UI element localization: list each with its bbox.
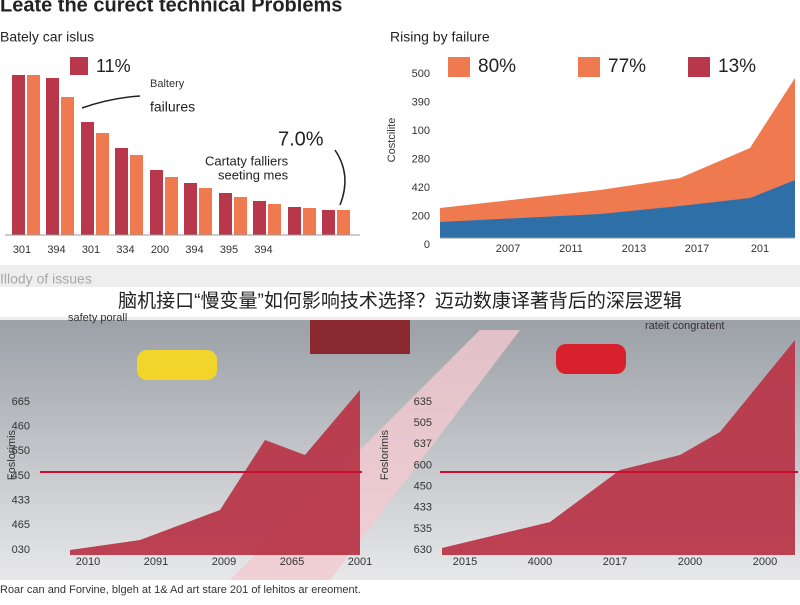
- x-label: 394: [47, 244, 65, 256]
- x-label: 301: [13, 244, 31, 256]
- y-label: 460: [12, 421, 30, 433]
- y-label: 280: [412, 153, 430, 165]
- footer-band: [0, 580, 800, 600]
- y-label: 535: [414, 523, 432, 535]
- y-label: 505: [414, 417, 432, 429]
- panel-title: Rising by failure: [390, 29, 490, 45]
- x-label: 2015: [453, 556, 477, 568]
- x-label: 2010: [76, 556, 100, 568]
- legend-label: 13%: [718, 56, 756, 77]
- arrow: [334, 149, 346, 206]
- banner-text: 脑机接口“慢变量”如何影响技术选择？迈动数康译著背后的深层逻辑: [118, 290, 682, 312]
- y-label: 500: [412, 68, 430, 80]
- legend-label: 11%: [96, 56, 131, 76]
- y-label: 100: [412, 125, 430, 137]
- x-label: 2000: [678, 556, 702, 568]
- legend-label: 77%: [608, 56, 646, 77]
- x-label: 394: [185, 244, 203, 256]
- left-bars: [5, 75, 360, 236]
- x-label: 394: [254, 244, 272, 256]
- legend-swatch: [578, 57, 600, 77]
- y-label: 665: [12, 396, 30, 408]
- legend-swatch: [688, 57, 710, 77]
- x-label: 334: [116, 244, 134, 256]
- callout: safety porall: [68, 312, 127, 324]
- area: [442, 340, 795, 555]
- y-title: Foslorimis: [6, 429, 18, 480]
- y-label: 433: [12, 495, 30, 507]
- x-label: 4000: [528, 556, 552, 568]
- y-label: 0: [424, 239, 430, 251]
- truck: [310, 318, 410, 354]
- y-label: 650: [12, 445, 30, 457]
- annotation: failures: [150, 99, 195, 115]
- x-label: 2013: [622, 243, 646, 255]
- legend-label: 80%: [478, 56, 516, 77]
- arrow: [81, 95, 141, 109]
- legend-swatch: [448, 57, 470, 77]
- x-label: 301: [82, 244, 100, 256]
- x-label: 200: [151, 244, 169, 256]
- x-label: 2017: [603, 556, 627, 568]
- banner: [0, 287, 800, 317]
- x-label: 2007: [496, 243, 520, 255]
- y-label: 200: [412, 210, 430, 222]
- x-label: 395: [220, 244, 238, 256]
- annotation: Baltery: [150, 78, 185, 90]
- x-label: 2017: [685, 243, 709, 255]
- x-label: 2000: [753, 556, 777, 568]
- red-car: [556, 344, 626, 374]
- x-label: 2065: [280, 556, 304, 568]
- yellow-car: [137, 350, 217, 380]
- y-label: 030: [12, 544, 30, 556]
- annotation: Cartaty falliers: [205, 153, 289, 168]
- y-label: 420: [412, 182, 430, 194]
- y-label: 600: [414, 459, 432, 471]
- y-label: 433: [414, 502, 432, 514]
- subtitle: Illody of issues: [0, 271, 92, 287]
- y-label: 450: [414, 480, 432, 492]
- y-title: Costcilite: [386, 118, 398, 163]
- y-label: 635: [414, 396, 432, 408]
- y-label: 390: [412, 96, 430, 108]
- annotation-value: 7.0%: [278, 128, 324, 150]
- panel-title: Bately car islus: [0, 29, 94, 45]
- x-label: 201: [751, 243, 769, 255]
- y-label: 450: [12, 470, 30, 482]
- x-label: 2091: [144, 556, 168, 568]
- annotation: seeting mes: [218, 167, 289, 182]
- callout: rateit congratent: [645, 320, 725, 332]
- x-label: 2009: [212, 556, 236, 568]
- y-label: 637: [414, 438, 432, 450]
- x-label: 2011: [559, 243, 583, 255]
- caption: Roar can and Forvine, blgeh at 1& Ad art…: [0, 584, 361, 596]
- y-title: Foslorimis: [379, 429, 391, 480]
- x-label: 2001: [348, 556, 372, 568]
- title: Leate the curect technical Problems: [0, 0, 342, 16]
- right-area: [440, 78, 795, 239]
- legend-swatch: [70, 57, 88, 75]
- y-label: 630: [414, 544, 432, 556]
- y-label: 465: [12, 519, 30, 531]
- area: [70, 390, 360, 555]
